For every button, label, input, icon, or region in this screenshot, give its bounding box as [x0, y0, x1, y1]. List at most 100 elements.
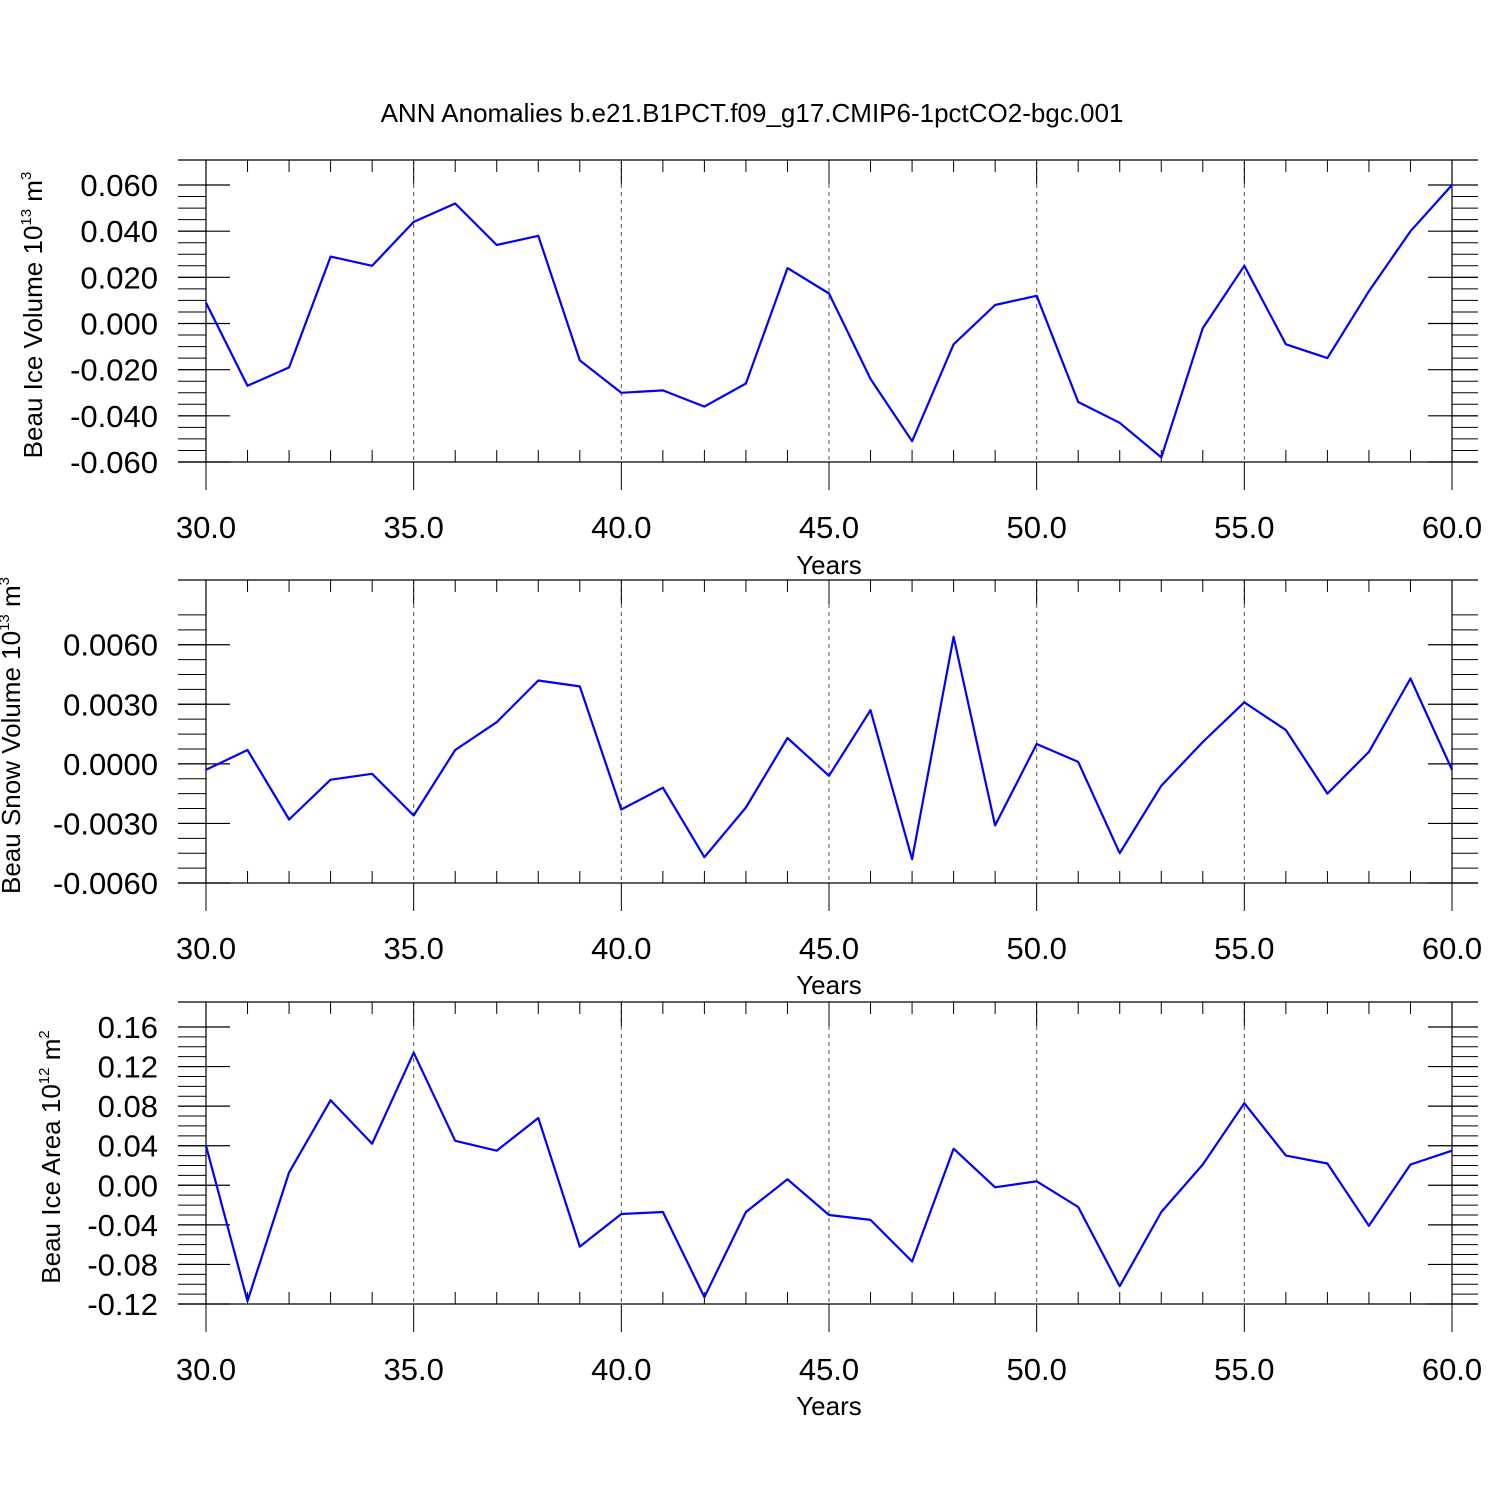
- data-point: [288, 818, 290, 821]
- data-point: [1368, 751, 1370, 753]
- y-tick-label: -0.12: [87, 1287, 158, 1322]
- data-point: [1451, 184, 1453, 186]
- x-tick-label: 60.0: [1422, 510, 1482, 545]
- data-point: [786, 1178, 789, 1181]
- chart-panel-1: 30.0 35.0 40.0 45.0 50.0 55.0 60.0 0.060 0.040 0.…: [18, 159, 1482, 580]
- data-point: [205, 769, 207, 771]
- x-tick-label: 30.0: [176, 931, 236, 966]
- data-point: [495, 244, 498, 246]
- data-point: [371, 1142, 373, 1145]
- data-point: [1409, 677, 1412, 680]
- data-point: [828, 292, 830, 295]
- y-axis-label-text: Beau Ice Area 10: [36, 1084, 66, 1283]
- data-point: [246, 1300, 249, 1302]
- y-axis-label: Beau Snow Volume 1013 m3: [0, 577, 26, 894]
- data-point: [1409, 1163, 1412, 1166]
- data-point: [662, 786, 664, 789]
- data-point: [1160, 784, 1163, 787]
- x-tick-label: 55.0: [1214, 931, 1274, 966]
- data-point: [205, 301, 207, 304]
- y-axis-label: Beau Ice Volume 1013 m3: [18, 172, 48, 459]
- y-tick-label: 0.12: [98, 1050, 158, 1085]
- data-point: [454, 202, 457, 205]
- y-tick-label: 0.060: [80, 168, 158, 203]
- y-axis-label-unit-exponent: 3: [18, 172, 35, 180]
- data-point: [1118, 421, 1121, 424]
- y-axis-label-unit: m: [18, 180, 48, 209]
- chart-title: ANN Anomalies b.e21.B1PCT.f09_g17.CMIP6-…: [381, 98, 1124, 128]
- x-tick-label: 60.0: [1422, 1352, 1482, 1387]
- data-point: [952, 1147, 955, 1150]
- data-point: [869, 1219, 872, 1221]
- data-point: [994, 824, 996, 827]
- y-tick-label: -0.040: [70, 399, 158, 434]
- data-point: [869, 709, 872, 712]
- data-point: [246, 749, 249, 751]
- data-point: [495, 721, 498, 723]
- data-point: [288, 1171, 290, 1174]
- y-tick-label: 0.00: [98, 1168, 158, 1203]
- y-axis-label-text: Beau Ice Volume 10: [18, 226, 48, 459]
- data-point: [620, 1213, 623, 1215]
- data-point: [703, 856, 706, 858]
- y-tick-label: -0.0030: [53, 806, 158, 841]
- data-point: [454, 1139, 457, 1142]
- data-point: [1077, 1206, 1079, 1208]
- data-point: [288, 366, 290, 369]
- data-point: [1202, 741, 1204, 743]
- chart-panel-2: 30.0 35.0 40.0 45.0 50.0 55.0 60.0 0.0060 0.0030…: [0, 577, 1482, 1000]
- data-point: [828, 774, 830, 777]
- data-point: [1035, 295, 1038, 297]
- data-point: [620, 808, 623, 811]
- y-axis-label-unit-exponent: 2: [36, 1030, 53, 1038]
- y-tick-label: -0.020: [70, 353, 158, 388]
- x-tick-label: 45.0: [799, 931, 859, 966]
- data-point: [329, 255, 332, 258]
- data-point: [412, 1051, 415, 1054]
- x-tick-label: 35.0: [383, 1352, 443, 1387]
- data-point: [1326, 1162, 1329, 1165]
- x-tick-label: 50.0: [1006, 510, 1066, 545]
- x-tick-label: 35.0: [383, 931, 443, 966]
- data-point: [1202, 327, 1204, 329]
- data-point: [786, 267, 789, 269]
- y-tick-label: -0.0060: [53, 866, 158, 901]
- data-point: [1409, 230, 1412, 232]
- y-tick-label: 0.04: [98, 1129, 158, 1164]
- y-tick-label: -0.08: [87, 1247, 158, 1282]
- series-line: [204, 1051, 1453, 1303]
- data-point: [412, 221, 415, 223]
- data-point: [1368, 290, 1370, 292]
- data-point: [371, 772, 373, 775]
- data-point: [911, 858, 913, 860]
- data-point: [869, 378, 872, 380]
- data-point: [1160, 456, 1163, 459]
- data-point: [745, 806, 747, 809]
- y-tick-label: 0.000: [80, 307, 158, 342]
- data-point: [1451, 769, 1453, 771]
- data-point: [1326, 792, 1329, 795]
- data-point: [1285, 729, 1287, 731]
- data-point: [911, 440, 913, 443]
- x-tick-label: 30.0: [176, 510, 236, 545]
- y-tick-label: 0.040: [80, 214, 158, 249]
- data-point: [1451, 1149, 1453, 1152]
- data-point: [1368, 1225, 1370, 1227]
- x-tick-label: 40.0: [591, 510, 651, 545]
- data-point: [246, 385, 249, 387]
- data-point: [495, 1149, 498, 1152]
- x-tick-label: 40.0: [591, 931, 651, 966]
- y-axis-label-text: Beau Snow Volume 10: [0, 631, 26, 894]
- y-axis-label-unit: m: [0, 585, 26, 614]
- y-axis-label-unit-exponent: 3: [0, 577, 13, 585]
- data-point: [1243, 701, 1246, 704]
- data-point: [579, 1245, 581, 1248]
- x-axis-label: Years: [796, 550, 862, 580]
- data-point: [745, 1211, 747, 1213]
- data-point: [620, 391, 623, 394]
- data-point: [537, 679, 540, 682]
- y-tick-label: 0.020: [80, 260, 158, 295]
- data-point: [952, 635, 955, 638]
- x-tick-label: 30.0: [176, 1352, 236, 1387]
